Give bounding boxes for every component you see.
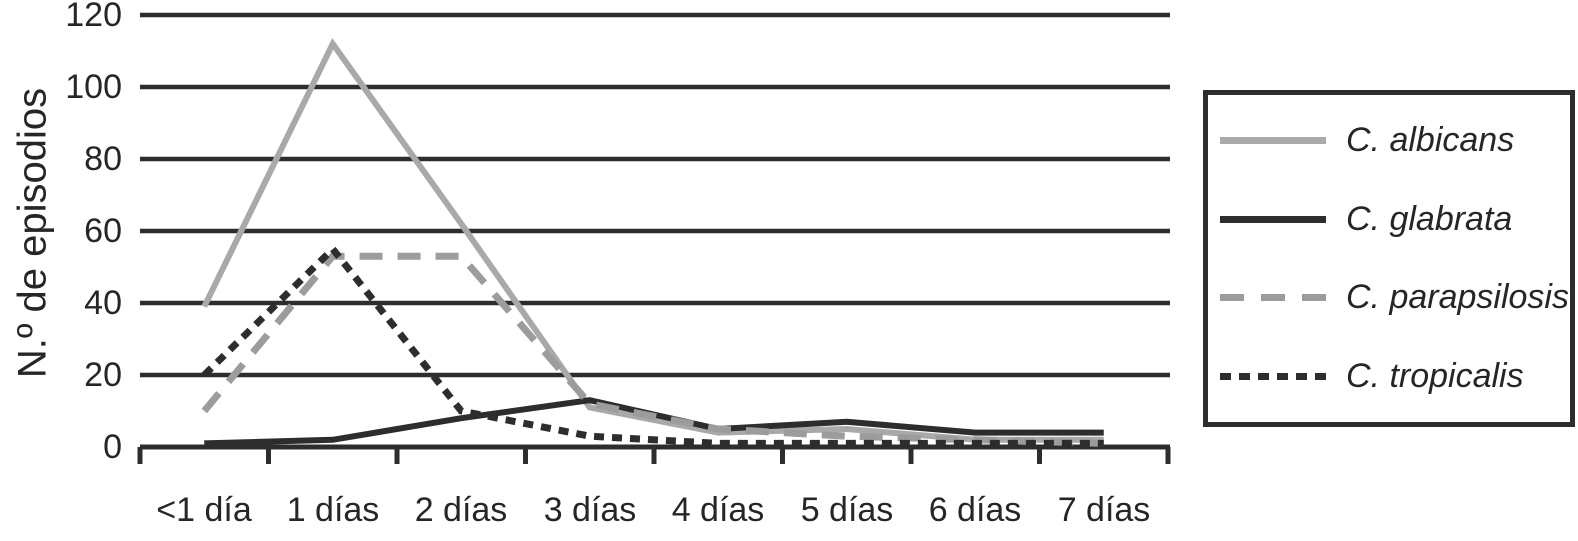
legend-line-sample-parapsilosis-icon xyxy=(1220,294,1326,302)
y-tick-label-40: 40 xyxy=(84,284,122,322)
x-tick-label-lt1-dia: <1 día xyxy=(156,491,252,529)
x-tick-label-5-dias: 5 días xyxy=(800,491,894,529)
legend-item-c-albicans: C. albicans xyxy=(1220,121,1570,160)
series-line-c-albicans xyxy=(201,37,1104,443)
legend-label-c-parapsilosis: C. parapsilosis xyxy=(1346,278,1569,317)
y-tick-label-120: 120 xyxy=(65,0,122,34)
legend: C. albicans C. glabrata C. parapsilosis … xyxy=(1203,90,1575,427)
legend-item-c-tropicalis: C. tropicalis xyxy=(1220,357,1570,396)
legend-item-c-parapsilosis: C. parapsilosis xyxy=(1220,278,1570,317)
x-tick-label-6-dias: 6 días xyxy=(928,491,1022,529)
x-tick-label-7-dias: 7 días xyxy=(1057,491,1151,529)
legend-line-sample-glabrata-icon xyxy=(1220,215,1326,223)
legend-label-c-glabrata: C. glabrata xyxy=(1346,199,1513,238)
series-line-c-parapsilosis xyxy=(201,252,1104,447)
y-tick-label-60: 60 xyxy=(84,212,122,250)
x-tick-label-3-dias: 3 días xyxy=(543,491,637,529)
y-tick-label-0: 0 xyxy=(103,428,122,466)
y-tick-label-20: 20 xyxy=(84,356,122,394)
legend-label-c-tropicalis: C. tropicalis xyxy=(1346,357,1524,396)
legend-line-sample-tropicalis-icon xyxy=(1220,373,1326,381)
x-tick-label-4-dias: 4 días xyxy=(671,491,765,529)
y-tick-label-100: 100 xyxy=(65,68,122,106)
x-tick-label-1-dias: 1 días xyxy=(286,491,380,529)
legend-item-c-glabrata: C. glabrata xyxy=(1220,200,1570,239)
legend-line-sample-albicans-icon xyxy=(1220,136,1326,144)
legend-label-c-albicans: C. albicans xyxy=(1346,120,1515,159)
x-tick-label-2-dias: 2 días xyxy=(414,491,508,529)
series-line-c-tropicalis xyxy=(201,243,1104,447)
y-tick-label-80: 80 xyxy=(84,140,122,178)
